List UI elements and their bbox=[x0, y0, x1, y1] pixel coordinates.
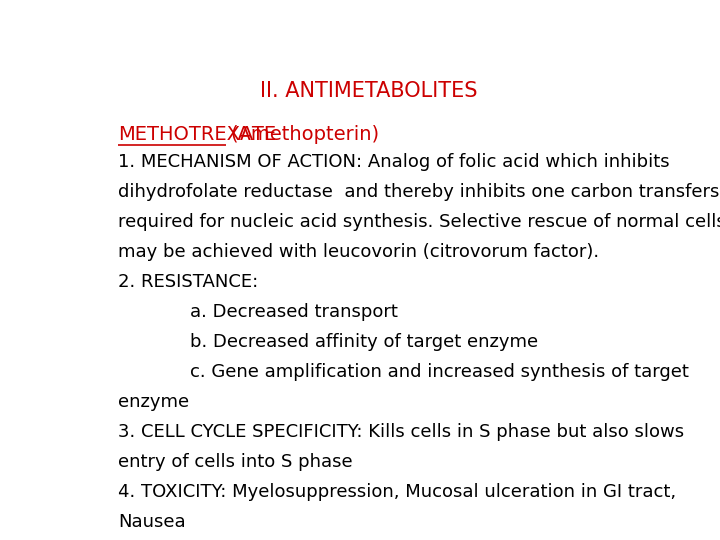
Text: 3. CELL CYCLE SPECIFICITY: Kills cells in S phase but also slows: 3. CELL CYCLE SPECIFICITY: Kills cells i… bbox=[118, 423, 684, 441]
Text: dihydrofolate reductase  and thereby inhibits one carbon transfers: dihydrofolate reductase and thereby inhi… bbox=[118, 183, 719, 201]
Text: a. Decreased transport: a. Decreased transport bbox=[190, 303, 398, 321]
Text: Nausea: Nausea bbox=[118, 512, 186, 531]
Text: 4. TOXICITY: Myelosuppression, Mucosal ulceration in GI tract,: 4. TOXICITY: Myelosuppression, Mucosal u… bbox=[118, 483, 676, 501]
Text: II. ANTIMETABOLITES: II. ANTIMETABOLITES bbox=[260, 82, 478, 102]
Text: c. Gene amplification and increased synthesis of target: c. Gene amplification and increased synt… bbox=[190, 363, 689, 381]
Text: 1. MECHANISM OF ACTION: Analog of folic acid which inhibits: 1. MECHANISM OF ACTION: Analog of folic … bbox=[118, 153, 670, 171]
Text: entry of cells into S phase: entry of cells into S phase bbox=[118, 453, 353, 471]
Text: (Amethopterin): (Amethopterin) bbox=[230, 125, 379, 144]
Text: required for nucleic acid synthesis. Selective rescue of normal cells: required for nucleic acid synthesis. Sel… bbox=[118, 213, 720, 231]
Text: b. Decreased affinity of target enzyme: b. Decreased affinity of target enzyme bbox=[190, 333, 539, 351]
Text: may be achieved with leucovorin (citrovorum factor).: may be achieved with leucovorin (citrovo… bbox=[118, 243, 599, 261]
Text: METHOTREXATE: METHOTREXATE bbox=[118, 125, 276, 144]
Text: 2. RESISTANCE:: 2. RESISTANCE: bbox=[118, 273, 258, 291]
Text: enzyme: enzyme bbox=[118, 393, 189, 411]
